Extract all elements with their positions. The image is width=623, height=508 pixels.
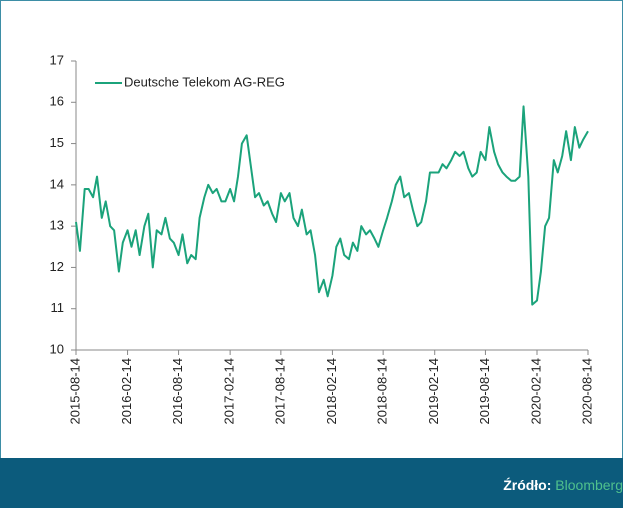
x-tick-label: 2016-02-14 (119, 358, 134, 425)
y-tick-label: 17 (50, 52, 64, 67)
x-tick-label: 2017-02-14 (222, 358, 237, 425)
x-tick-label: 2018-08-14 (375, 358, 390, 425)
y-tick-label: 13 (50, 218, 64, 233)
x-tick-label: 2017-08-14 (272, 358, 287, 425)
y-tick-label: 10 (50, 341, 64, 356)
x-tick-label: 2016-08-14 (170, 358, 185, 425)
legend-label: Deutsche Telekom AG-REG (124, 74, 285, 89)
source-name: Bloomberg (555, 477, 623, 493)
y-tick-label: 12 (50, 259, 64, 274)
source: Źródło: Bloomberg (503, 477, 623, 493)
y-tick-label: 11 (51, 300, 65, 315)
x-tick-label: 2019-08-14 (477, 358, 492, 425)
x-tick-label: 2020-08-14 (579, 358, 594, 425)
y-tick-label: 15 (50, 135, 64, 150)
line (75, 105, 589, 306)
y-tick-label: 16 (50, 94, 64, 109)
x-tick-label: 2019-02-14 (426, 358, 441, 425)
x-tick-label: 2018-02-14 (324, 358, 339, 425)
x-tick-label: 2015-08-14 (67, 358, 82, 425)
x-tick-label: 2020-02-14 (528, 358, 543, 425)
y-tick-label: 14 (50, 176, 64, 191)
footer: Źródło: Bloomberg (0, 458, 623, 508)
source-label: Źródło: (503, 477, 552, 493)
chart: 10 11 12 13 14 15 16 17 2015-08-14 2016-02-14 2016… (0, 0, 623, 458)
